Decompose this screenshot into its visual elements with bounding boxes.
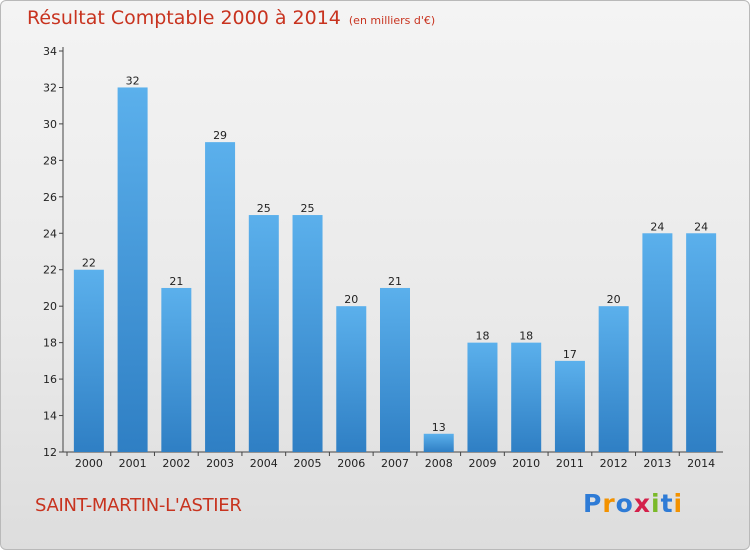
data-label-2008: 13 (432, 421, 446, 434)
data-label-2014: 24 (694, 220, 708, 233)
bar-2000 (73, 269, 104, 452)
chart-title: Résultat Comptable 2000 à 2014 (27, 7, 341, 29)
logo-letter: P (583, 489, 603, 518)
data-label-2003: 29 (213, 129, 227, 142)
x-tick-label: 2014 (687, 457, 715, 470)
x-tick-label: 2006 (337, 457, 365, 470)
logo-letter: x (633, 489, 651, 518)
data-label-2006: 20 (344, 293, 358, 306)
bar-2005 (292, 215, 323, 452)
bar-2008 (423, 433, 454, 452)
x-tick-label: 2011 (556, 457, 584, 470)
data-label-2004: 25 (257, 202, 271, 215)
x-tick-label: 2001 (119, 457, 147, 470)
chart-bars (73, 87, 717, 453)
y-tick-label: 18 (43, 337, 57, 350)
x-tick-label: 2013 (643, 457, 671, 470)
y-tick-label: 32 (43, 81, 57, 94)
bar-2003 (205, 142, 236, 453)
x-tick-label: 2010 (512, 457, 540, 470)
x-tick-label: 2005 (294, 457, 322, 470)
logo-letter: r (602, 489, 616, 518)
bar-2012 (598, 306, 629, 452)
data-label-2011: 17 (563, 348, 577, 361)
data-label-2000: 22 (82, 257, 96, 270)
bar-2014 (686, 233, 717, 452)
logo-letter: i (673, 489, 684, 518)
chart-title-line: Résultat Comptable 2000 à 2014 (en millie… (27, 7, 435, 29)
x-tick-label: 2003 (206, 457, 234, 470)
bar-2011 (554, 360, 585, 452)
y-tick-label: 14 (43, 410, 57, 423)
x-tick-label: 2008 (425, 457, 453, 470)
data-label-2005: 25 (301, 202, 315, 215)
proxiti-logo: Proxiti (583, 489, 683, 518)
bar-2001 (117, 87, 148, 453)
chart-data-labels: 22 32 21 29 25 25 20 21 13 18 18 17 20 24 24 (82, 74, 708, 433)
y-tick-label: 26 (43, 191, 57, 204)
y-tick-label: 30 (43, 118, 57, 131)
data-label-2012: 20 (607, 293, 621, 306)
logo-letter: t (660, 489, 674, 518)
chart-subtitle: (en milliers d'€) (348, 14, 436, 27)
y-tick-label: 34 (43, 45, 57, 58)
data-label-2009: 18 (475, 330, 489, 343)
y-tick-label: 28 (43, 154, 57, 167)
chart-y-ticks: 12 14 16 18 20 22 24 26 28 30 32 34 (43, 45, 63, 459)
bar-2002 (161, 287, 192, 452)
x-tick-label: 2000 (75, 457, 103, 470)
x-tick-label: 2012 (600, 457, 628, 470)
data-label-2007: 21 (388, 275, 402, 288)
bar-2013 (642, 233, 673, 452)
logo-letter: o (615, 489, 634, 518)
y-tick-label: 20 (43, 300, 57, 313)
bar-2006 (336, 306, 367, 452)
commune-name: SAINT-MARTIN-L'ASTIER (35, 495, 242, 516)
data-label-2013: 24 (650, 220, 664, 233)
y-tick-label: 22 (43, 264, 57, 277)
x-tick-label: 2007 (381, 457, 409, 470)
chart-x-ticks: 2000 2001 2002 2003 2004 2005 2006 2007 2008 2009… (66, 452, 715, 470)
bar-2007 (380, 287, 410, 452)
bar-2004 (248, 215, 279, 452)
x-tick-label: 2002 (162, 457, 190, 470)
logo-letter: i (651, 489, 661, 518)
y-tick-label: 24 (43, 227, 57, 240)
bar-2010 (511, 342, 542, 452)
data-label-2002: 21 (169, 275, 183, 288)
x-tick-label: 2004 (250, 457, 278, 470)
data-label-2001: 32 (126, 74, 140, 87)
bar-2009 (467, 342, 498, 452)
y-tick-label: 16 (43, 373, 57, 386)
y-tick-label: 12 (43, 446, 57, 459)
data-label-2010: 18 (519, 330, 533, 343)
x-tick-label: 2009 (468, 457, 496, 470)
